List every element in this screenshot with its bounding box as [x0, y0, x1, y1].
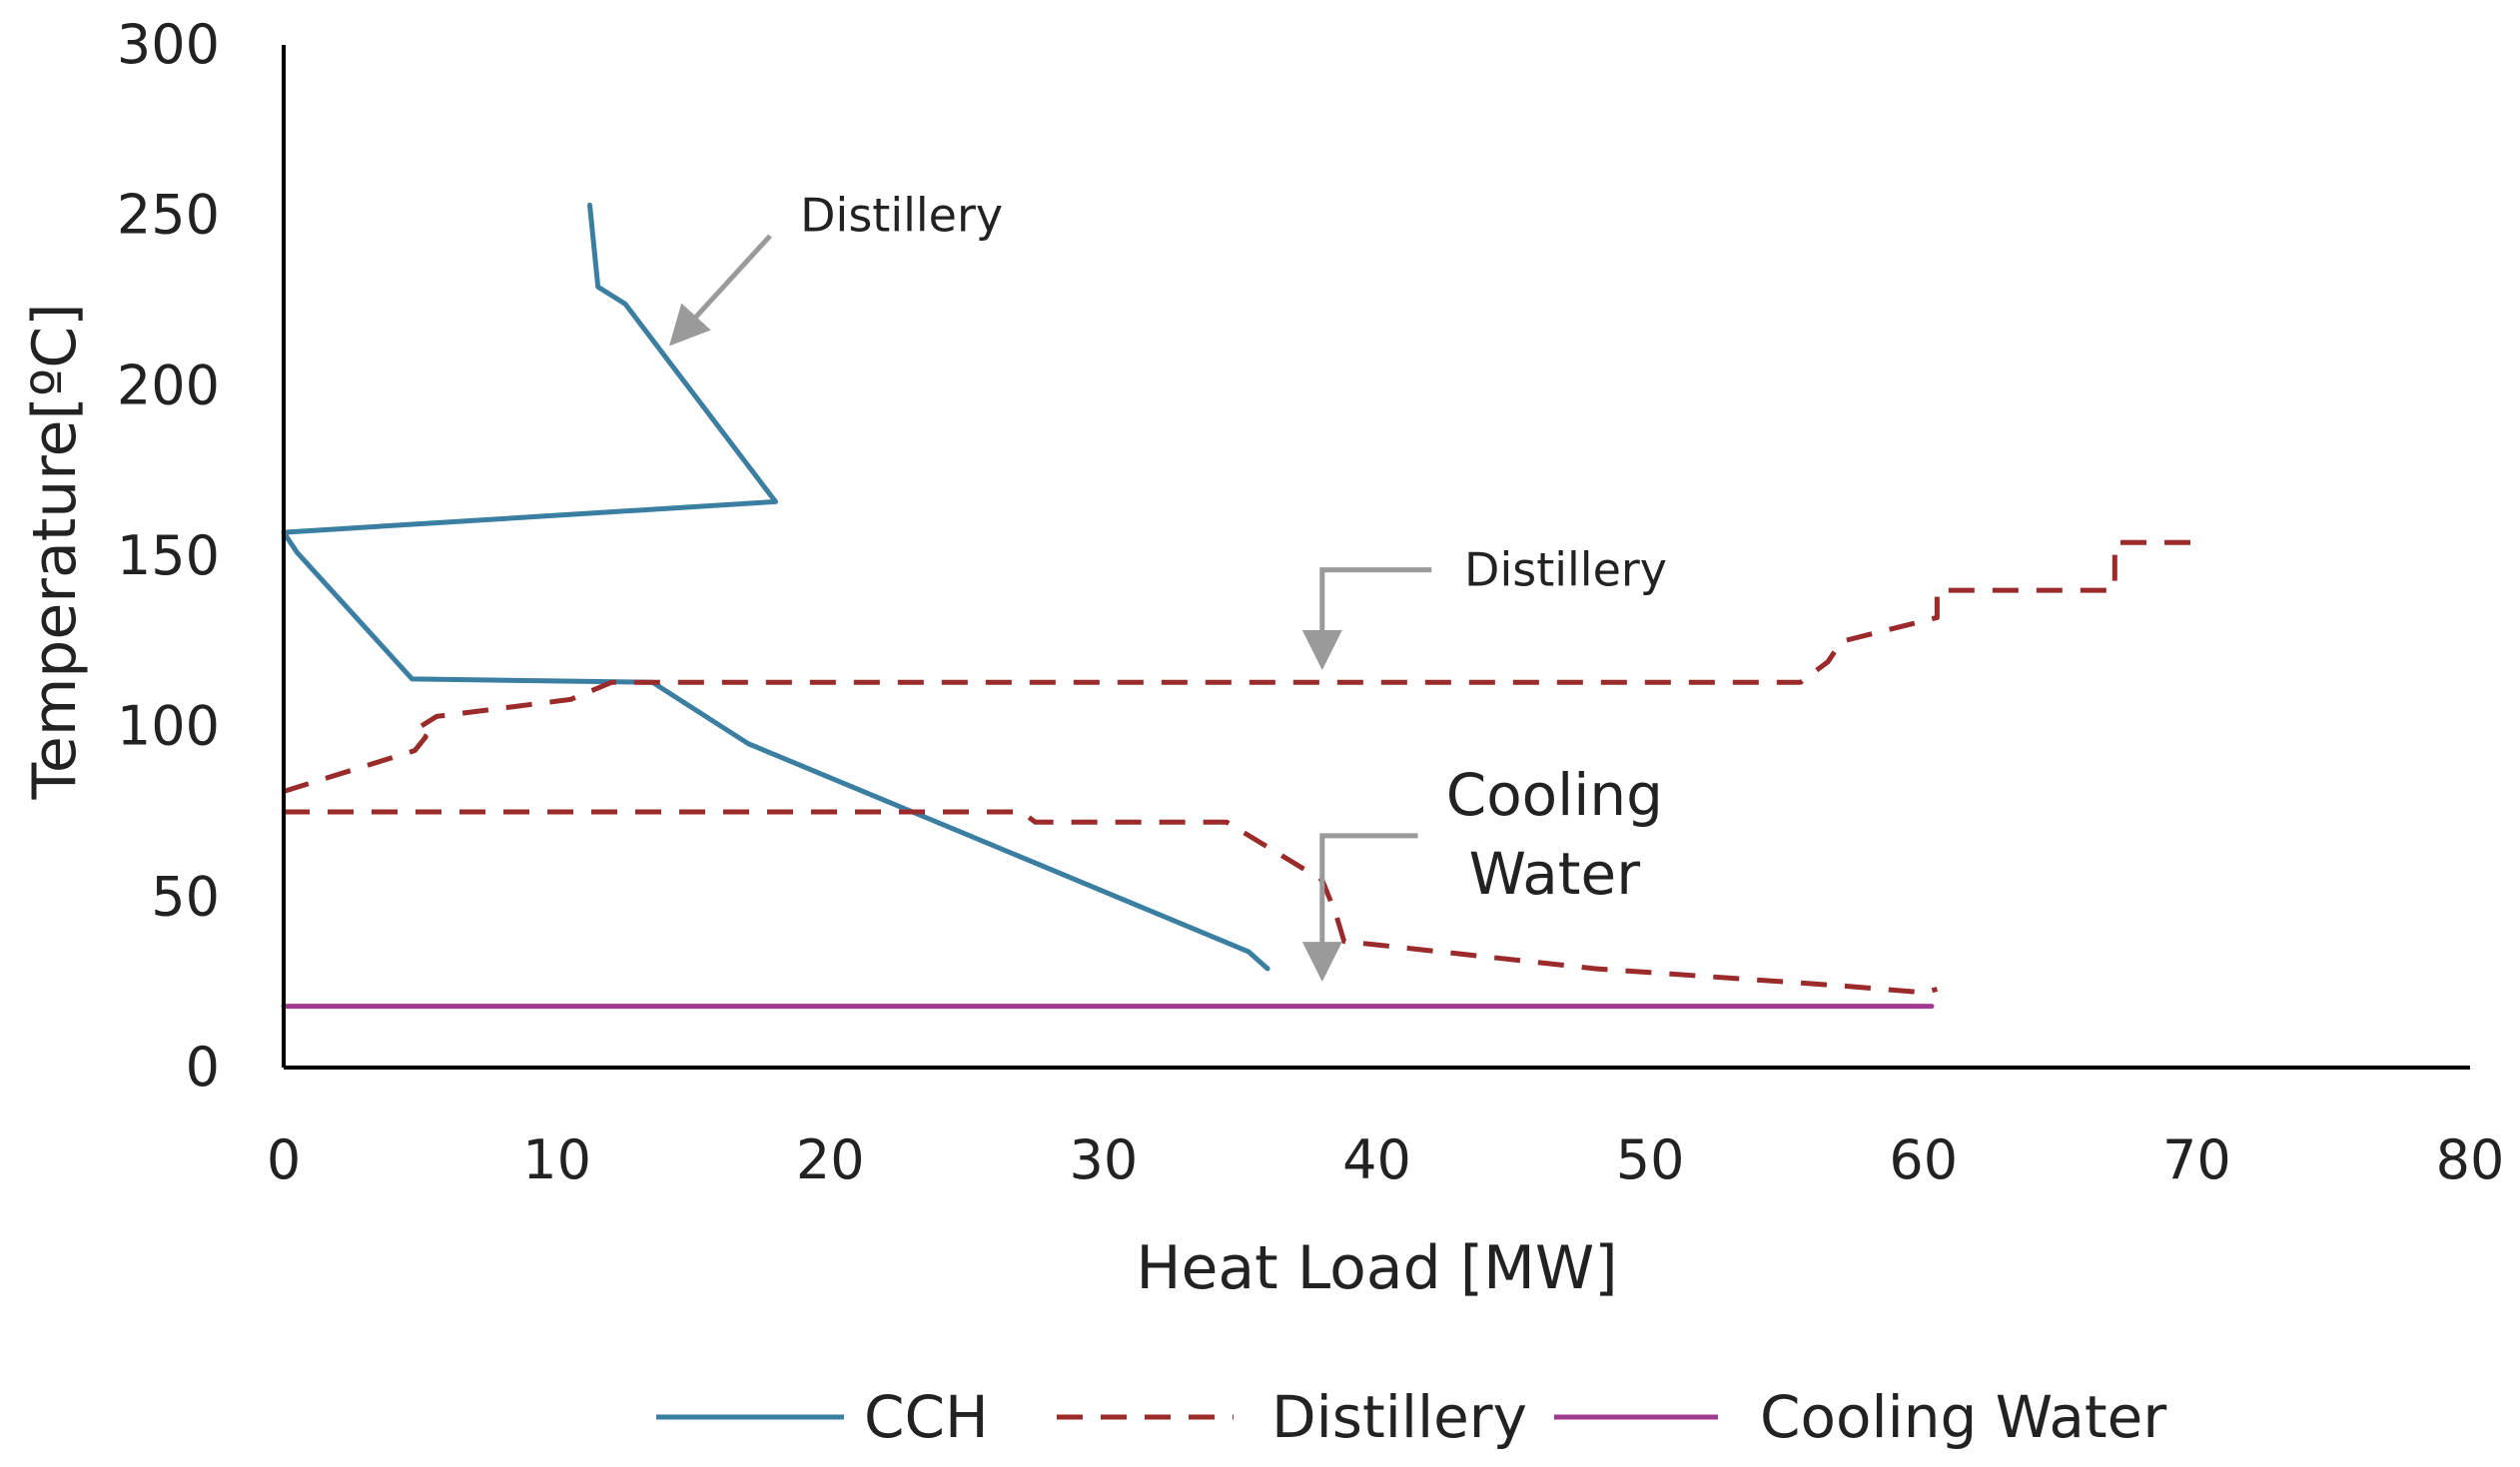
annotation-distillery-upper: Distillery	[669, 189, 1003, 347]
y-tick-label: 100	[117, 695, 220, 758]
annotation-arrow-middle	[1301, 567, 1432, 671]
x-tick-label: 40	[1342, 1128, 1411, 1191]
annotation-label-cooling-line1: Cooling	[1446, 761, 1663, 829]
series-line-cch	[281, 202, 1270, 972]
x-axis-title: Heat Load [MW]	[1136, 1233, 1617, 1303]
x-tick-label: 20	[796, 1128, 865, 1191]
y-tick-label: 200	[117, 354, 220, 416]
y-tick-label: 250	[117, 184, 220, 247]
legend-label-cch: CCH	[864, 1383, 989, 1451]
y-tick-label: 0	[186, 1036, 220, 1099]
legend: CCH Distillery Cooling Water	[656, 1383, 2166, 1451]
series-layer	[281, 202, 2197, 1010]
x-tick-label: 70	[2162, 1128, 2231, 1191]
annotation-label-middle: Distillery	[1464, 543, 1667, 597]
x-tick-label: 10	[522, 1128, 591, 1191]
x-tick-label: 80	[2436, 1128, 2505, 1191]
x-tick-label: 50	[1616, 1128, 1685, 1191]
x-axis-ticks: 0 10 20 30 40 50 60 70 80	[267, 1128, 2505, 1191]
x-tick-label: 60	[1889, 1128, 1958, 1191]
annotation-label-upper: Distillery	[800, 189, 1003, 243]
y-axis-title: Temperature[ºC]	[20, 303, 90, 800]
annotation-cooling-water: Cooling Water	[1301, 761, 1663, 983]
y-tick-label: 50	[151, 865, 220, 928]
series-line-distillery-2	[284, 809, 1939, 996]
series-line-distillery-1	[283, 539, 2197, 794]
x-tick-label: 30	[1070, 1128, 1139, 1191]
y-tick-label: 150	[117, 524, 220, 587]
legend-label-distillery: Distillery	[1271, 1383, 1527, 1451]
y-tick-label: 300	[117, 13, 220, 76]
annotation-distillery-middle: Distillery	[1301, 543, 1667, 671]
legend-label-cooling-water: Cooling Water	[1760, 1383, 2166, 1451]
y-axis-ticks: 0 50 100 150 200 250 300	[117, 13, 220, 1099]
annotation-arrow-cooling	[1301, 833, 1418, 983]
annotation-arrow-upper	[669, 234, 772, 347]
x-tick-label: 0	[267, 1128, 301, 1191]
annotation-label-cooling-line2: Water	[1469, 840, 1641, 908]
